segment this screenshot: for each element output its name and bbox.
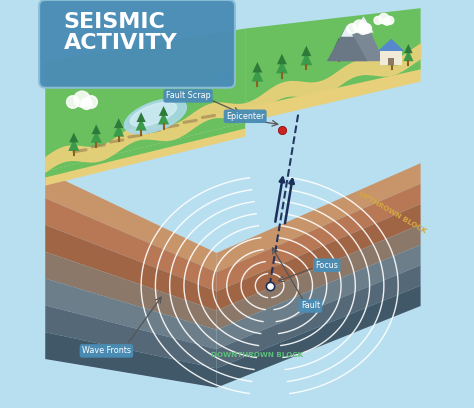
Polygon shape bbox=[45, 198, 217, 291]
Polygon shape bbox=[45, 225, 217, 310]
Polygon shape bbox=[333, 44, 345, 57]
Polygon shape bbox=[45, 171, 217, 272]
Polygon shape bbox=[217, 245, 420, 349]
Polygon shape bbox=[276, 60, 288, 73]
Ellipse shape bbox=[124, 99, 186, 134]
Polygon shape bbox=[339, 16, 384, 61]
Polygon shape bbox=[217, 224, 420, 330]
FancyBboxPatch shape bbox=[212, 73, 231, 88]
Polygon shape bbox=[159, 106, 168, 116]
Polygon shape bbox=[137, 112, 146, 122]
Circle shape bbox=[66, 96, 79, 108]
Polygon shape bbox=[245, 61, 420, 108]
Polygon shape bbox=[245, 8, 420, 102]
Polygon shape bbox=[404, 44, 413, 53]
Text: Epicenter: Epicenter bbox=[226, 112, 264, 121]
Polygon shape bbox=[327, 24, 367, 61]
Polygon shape bbox=[301, 52, 312, 65]
Text: Focus: Focus bbox=[315, 261, 338, 270]
Polygon shape bbox=[217, 265, 420, 368]
Polygon shape bbox=[136, 118, 146, 131]
Polygon shape bbox=[113, 124, 124, 137]
Text: SEISMIC
ACTIVITY: SEISMIC ACTIVITY bbox=[64, 12, 177, 53]
Polygon shape bbox=[45, 279, 217, 349]
Polygon shape bbox=[45, 29, 245, 171]
Polygon shape bbox=[45, 332, 217, 388]
Polygon shape bbox=[45, 122, 245, 177]
Text: Fault: Fault bbox=[301, 302, 320, 310]
Polygon shape bbox=[114, 118, 123, 128]
Polygon shape bbox=[45, 122, 245, 186]
Polygon shape bbox=[403, 50, 413, 61]
Circle shape bbox=[353, 20, 365, 33]
Polygon shape bbox=[353, 16, 374, 33]
Polygon shape bbox=[45, 252, 217, 330]
Circle shape bbox=[383, 18, 391, 25]
Polygon shape bbox=[217, 204, 420, 310]
FancyBboxPatch shape bbox=[39, 0, 235, 88]
Polygon shape bbox=[158, 112, 169, 124]
Polygon shape bbox=[388, 58, 394, 65]
Polygon shape bbox=[91, 131, 102, 143]
Polygon shape bbox=[334, 38, 344, 48]
Text: Fault Scrap: Fault Scrap bbox=[166, 91, 210, 100]
Polygon shape bbox=[68, 139, 79, 151]
Polygon shape bbox=[387, 54, 397, 65]
Polygon shape bbox=[252, 69, 263, 82]
Polygon shape bbox=[217, 163, 420, 272]
Circle shape bbox=[386, 16, 394, 24]
Text: DOWNTHROWN BLOCK: DOWNTHROWN BLOCK bbox=[211, 352, 303, 358]
Circle shape bbox=[81, 98, 92, 109]
Polygon shape bbox=[33, 0, 441, 408]
Polygon shape bbox=[245, 61, 420, 122]
Polygon shape bbox=[341, 24, 353, 37]
Circle shape bbox=[74, 91, 90, 107]
Polygon shape bbox=[388, 48, 396, 57]
Ellipse shape bbox=[130, 102, 177, 126]
Polygon shape bbox=[91, 124, 101, 134]
Polygon shape bbox=[378, 39, 404, 51]
Polygon shape bbox=[253, 62, 263, 73]
Polygon shape bbox=[45, 306, 217, 368]
Circle shape bbox=[85, 96, 97, 108]
Polygon shape bbox=[69, 133, 79, 142]
Circle shape bbox=[362, 24, 372, 33]
Polygon shape bbox=[217, 184, 420, 291]
Text: UPTHROWN BLOCK: UPTHROWN BLOCK bbox=[357, 190, 427, 234]
Circle shape bbox=[347, 24, 357, 33]
Text: Wave Fronts: Wave Fronts bbox=[82, 346, 131, 355]
Polygon shape bbox=[301, 46, 311, 56]
Circle shape bbox=[374, 16, 382, 24]
Circle shape bbox=[379, 13, 389, 24]
Polygon shape bbox=[217, 286, 420, 388]
Polygon shape bbox=[277, 54, 287, 64]
Circle shape bbox=[358, 25, 367, 34]
Polygon shape bbox=[380, 51, 402, 65]
